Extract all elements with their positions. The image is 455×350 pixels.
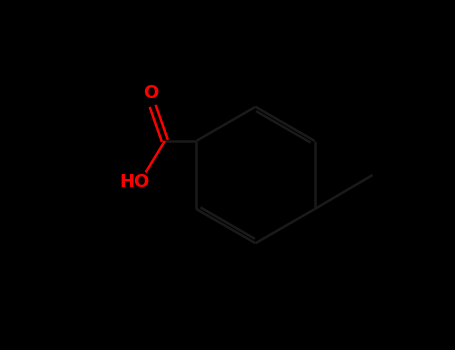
- Text: O: O: [143, 84, 158, 101]
- Text: HO: HO: [119, 173, 150, 191]
